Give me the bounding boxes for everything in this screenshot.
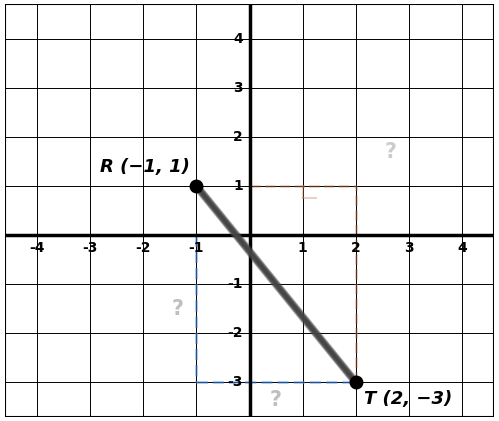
Text: -3: -3 <box>228 376 243 389</box>
Text: -2: -2 <box>135 241 151 255</box>
Text: ?: ? <box>270 389 282 410</box>
Text: -1: -1 <box>189 241 204 255</box>
Text: -4: -4 <box>29 241 44 255</box>
Text: 3: 3 <box>234 81 243 95</box>
Text: -2: -2 <box>228 326 243 340</box>
Text: R (−1, 1): R (−1, 1) <box>100 158 190 176</box>
Text: ?: ? <box>384 141 396 162</box>
Text: 3: 3 <box>404 241 414 255</box>
Text: T (2, −3): T (2, −3) <box>364 390 452 408</box>
Text: 4: 4 <box>457 241 467 255</box>
Text: 1: 1 <box>298 241 307 255</box>
Text: -3: -3 <box>82 241 98 255</box>
Text: 4: 4 <box>234 32 243 45</box>
Text: ?: ? <box>172 299 184 319</box>
Text: 1: 1 <box>234 179 243 193</box>
Text: 2: 2 <box>234 130 243 144</box>
Text: -1: -1 <box>228 277 243 291</box>
Text: 2: 2 <box>351 241 361 255</box>
